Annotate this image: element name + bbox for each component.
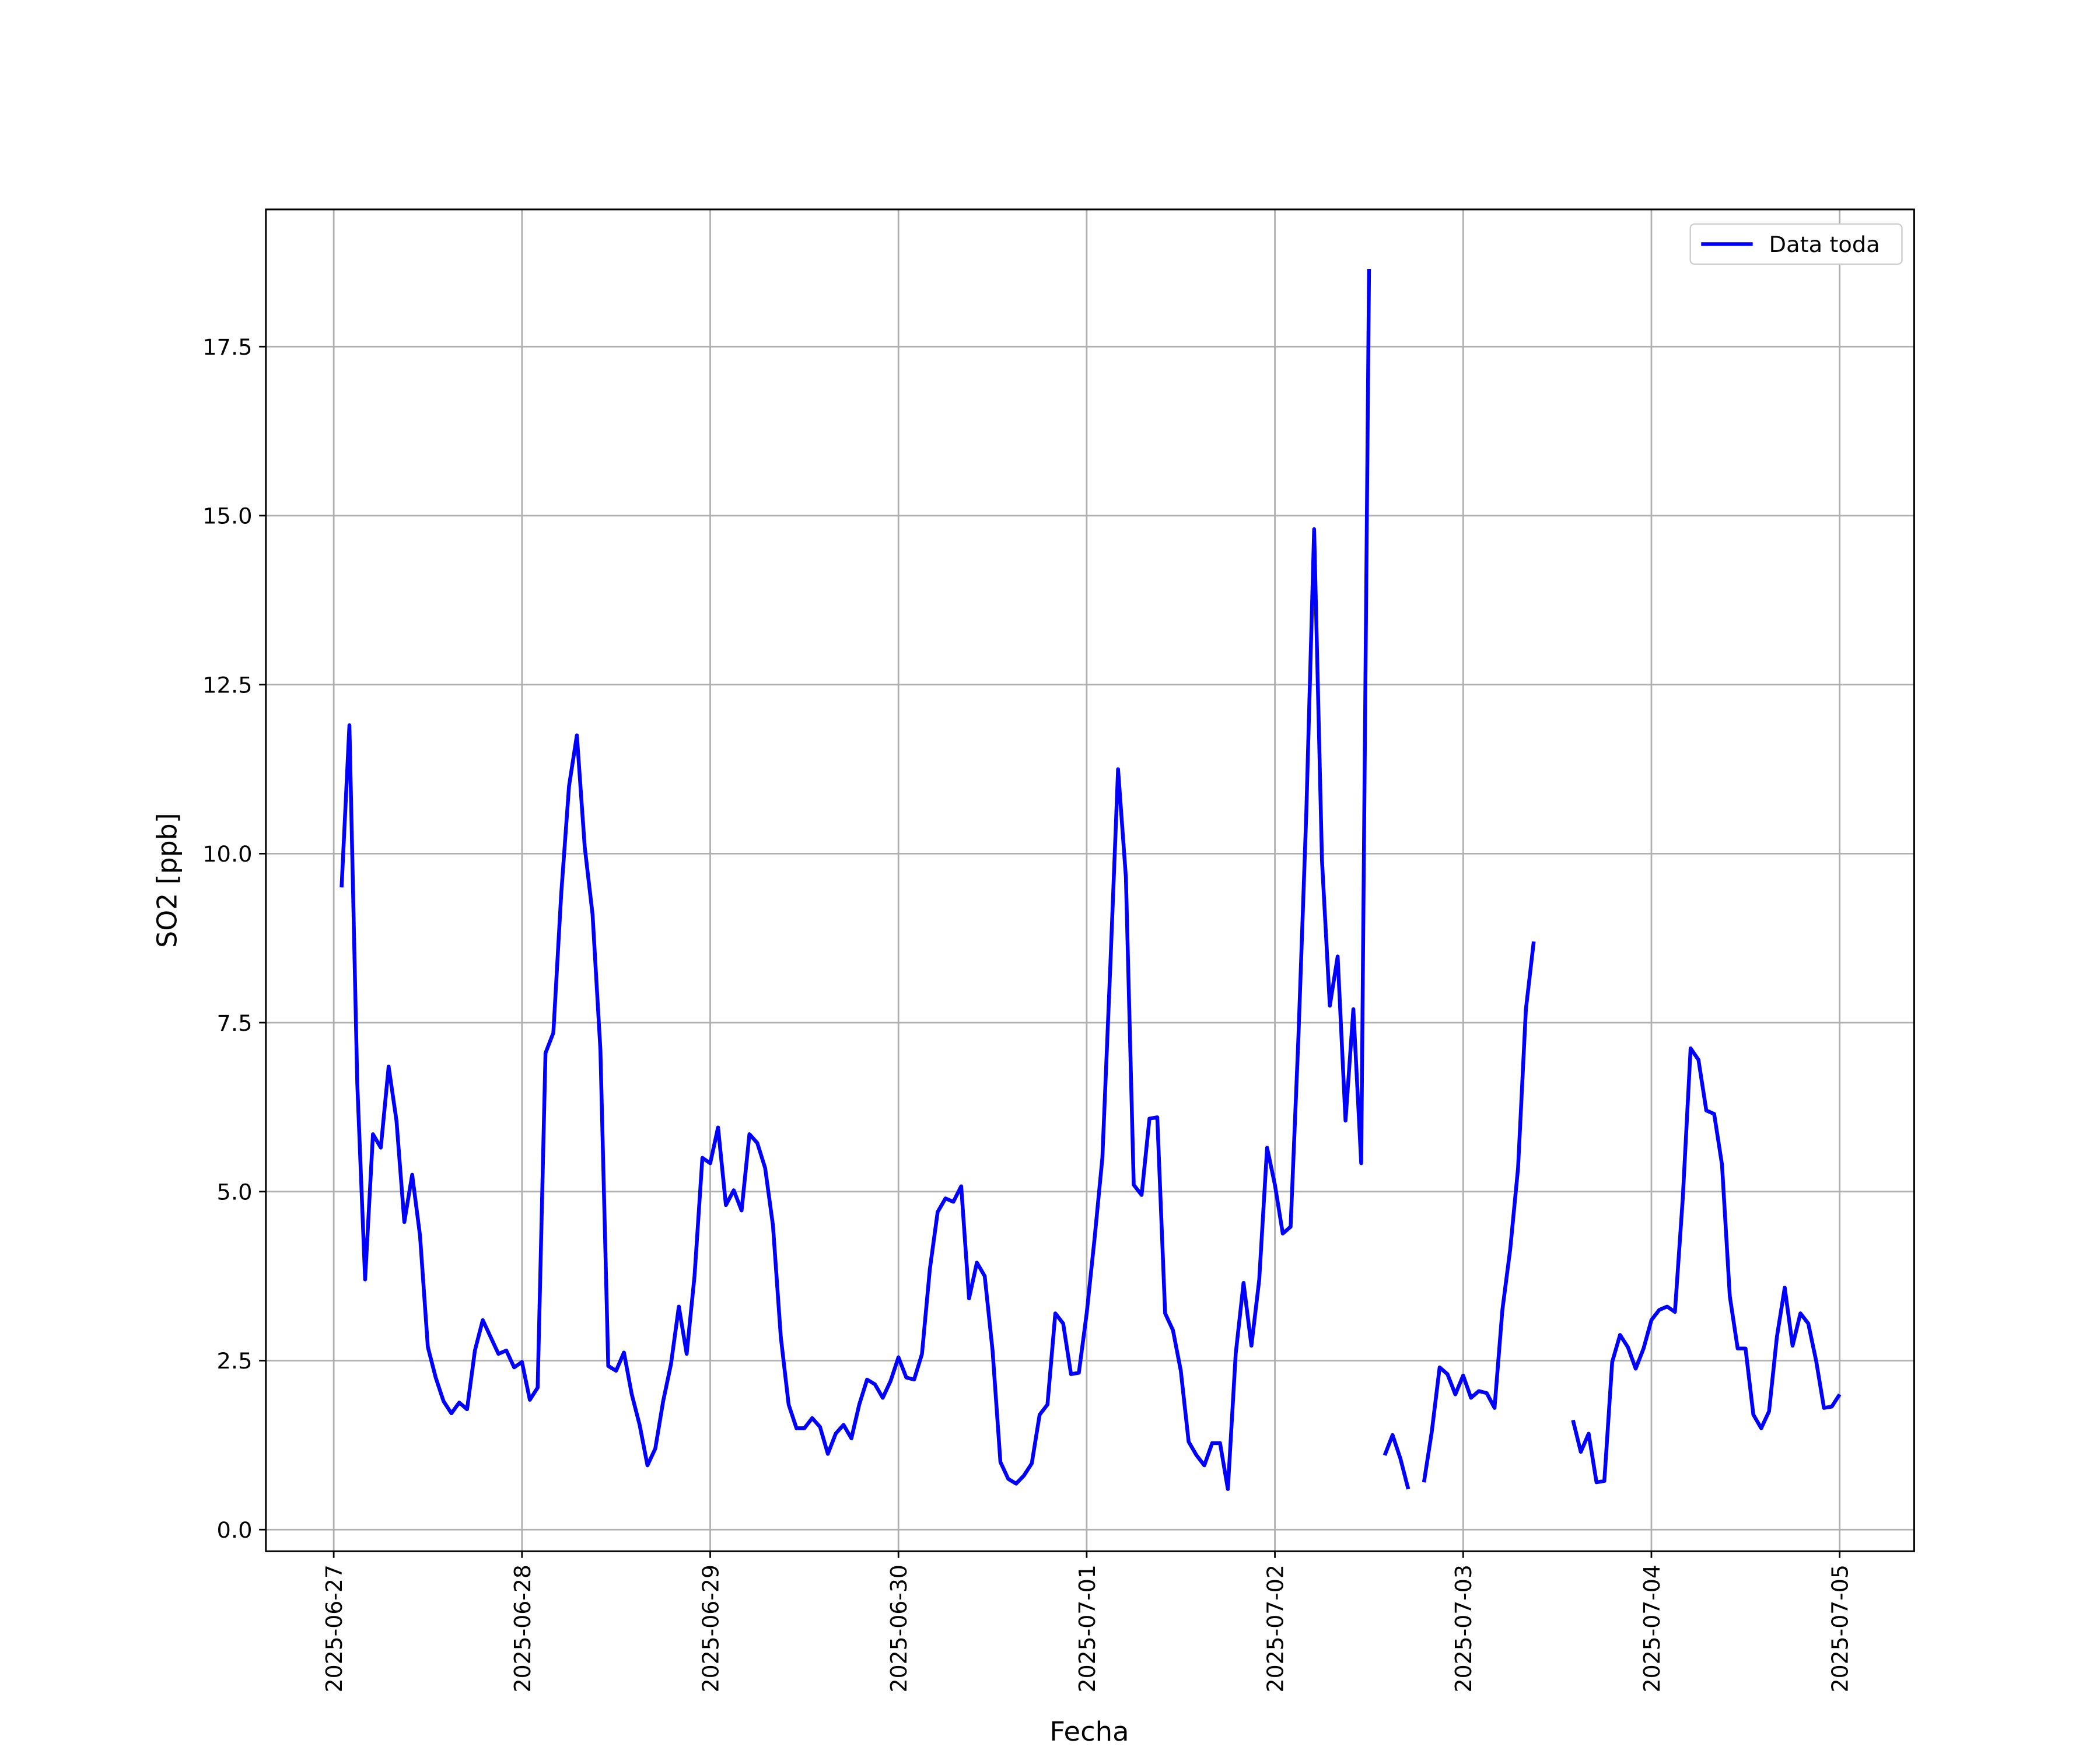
- x-tick-label: 2025-06-30: [886, 1564, 912, 1692]
- data-line: [340, 268, 1842, 1491]
- x-tick-label: 2025-06-28: [509, 1564, 535, 1692]
- y-tick-label: 17.5: [202, 334, 252, 360]
- x-tick-label: 2025-06-29: [698, 1564, 723, 1692]
- y-tick-label: 7.5: [217, 1010, 253, 1036]
- x-axis-label: Fecha: [1049, 1716, 1129, 1747]
- x-tick-label: 2025-07-05: [1827, 1564, 1853, 1692]
- x-tick-label: 2025-06-27: [321, 1564, 347, 1692]
- x-tick-label: 2025-07-04: [1639, 1564, 1665, 1692]
- legend-label: Data toda: [1769, 232, 1880, 257]
- x-tick-label: 2025-07-01: [1074, 1564, 1100, 1692]
- y-tick-label: 12.5: [202, 673, 252, 698]
- y-tick-label: 2.5: [217, 1349, 253, 1374]
- y-tick-label: 5.0: [217, 1180, 253, 1205]
- y-axis-label: SO2 [ppb]: [151, 813, 183, 947]
- x-tick-label: 2025-07-03: [1451, 1564, 1476, 1692]
- y-tick-label: 0.0: [217, 1517, 253, 1543]
- legend: Data toda: [1689, 223, 1903, 265]
- y-tick-label: 15.0: [202, 503, 252, 529]
- y-tick-label: 10.0: [202, 841, 252, 867]
- legend-box: [1689, 223, 1903, 265]
- plot-frame: [265, 208, 1915, 1552]
- x-tick-label: 2025-07-02: [1262, 1564, 1288, 1692]
